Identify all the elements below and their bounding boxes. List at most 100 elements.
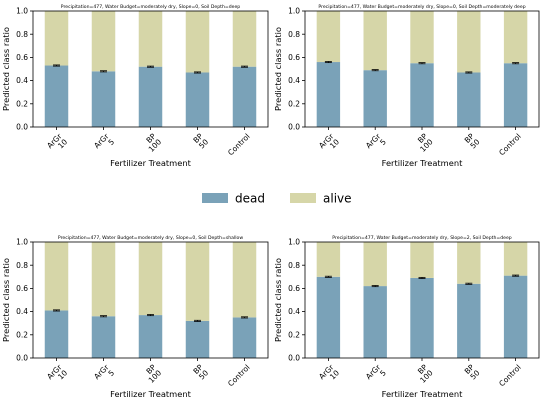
legend: dead alive: [202, 192, 352, 206]
chart-panel: Precipitation=477, Water Budget=moderate…: [273, 4, 540, 168]
x-tick-label: ArGr10: [317, 362, 342, 387]
bar-dead: [91, 316, 116, 358]
chart-panels: Precipitation=477, Water Budget=moderate…: [1, 4, 540, 399]
y-tick-label: 0.8: [288, 30, 300, 39]
bar-alive: [363, 11, 387, 71]
bar-dead: [44, 65, 69, 127]
bar-dead: [363, 70, 387, 127]
axes-frame: [304, 10, 540, 128]
bar-alive: [138, 11, 163, 67]
bar-dead: [138, 315, 163, 358]
bar-alive: [232, 11, 257, 67]
y-tick-label: 0.4: [288, 307, 300, 316]
bar-alive: [457, 11, 481, 73]
y-axis-label: Predicted class ratio: [273, 27, 283, 111]
y-tick-label: 0.6: [16, 284, 28, 293]
x-tick-label: BP100: [413, 362, 435, 384]
x-axis-label: Fertilizer Treatment: [382, 389, 463, 399]
legend-label-alive: alive: [323, 192, 352, 206]
x-tick-label-line: 5: [378, 368, 388, 378]
x-tick-label: Control: [226, 363, 252, 389]
x-axis-label: Fertilizer Treatment: [110, 389, 191, 399]
y-tick-label: 0.2: [288, 99, 300, 108]
bar-dead: [185, 320, 210, 358]
bar-alive: [91, 242, 116, 317]
axes-frame: [304, 241, 540, 359]
x-tick-label-line: Control: [497, 363, 523, 389]
bar-dead: [457, 72, 481, 127]
bar-dead: [91, 71, 116, 127]
bar-dead: [232, 66, 257, 127]
y-tick-label: 1.0: [16, 7, 28, 16]
bar-dead: [503, 275, 528, 358]
x-tick-label: BP50: [463, 362, 482, 381]
y-tick-label: 0.6: [16, 53, 28, 62]
chart-title: Precipitation=477, Water Budget=moderate…: [332, 235, 512, 241]
chart-panel: Precipitation=477, Water Budget=moderate…: [1, 235, 269, 399]
bar-alive: [410, 242, 434, 278]
y-axis-label: Predicted class ratio: [1, 27, 11, 111]
bar-alive: [138, 242, 163, 316]
x-tick-label: BP50: [191, 362, 210, 381]
legend-swatch-alive: [290, 193, 316, 203]
y-tick-label: 0.0: [288, 354, 300, 363]
y-tick-label: 0.8: [288, 261, 300, 270]
y-tick-label: 0.0: [16, 354, 28, 363]
x-axis-label: Fertilizer Treatment: [110, 158, 191, 168]
x-tick-label-line: 5: [106, 368, 116, 378]
y-tick-label: 1.0: [16, 238, 28, 247]
bar-alive: [363, 242, 387, 287]
bar-alive: [503, 242, 528, 276]
x-tick-label-line: 5: [378, 137, 388, 147]
chart-panel: Precipitation=477, Water Budget=moderate…: [1, 4, 269, 168]
y-tick-label: 0.2: [288, 330, 300, 339]
x-tick-label: ArGr10: [45, 131, 70, 156]
bar-alive: [457, 242, 481, 284]
bar-dead: [316, 62, 341, 127]
chart-title: Precipitation=477, Water Budget=moderate…: [58, 235, 243, 241]
bar-alive: [44, 242, 69, 311]
y-tick-label: 0.4: [16, 76, 28, 85]
y-tick-label: 0.0: [16, 123, 28, 132]
bar-dead: [44, 310, 69, 358]
bar-alive: [316, 11, 341, 63]
bar-dead: [138, 66, 163, 127]
bar-dead: [363, 286, 387, 358]
bar-dead: [503, 63, 528, 127]
x-tick-label: ArGr5: [364, 362, 389, 387]
bar-alive: [410, 11, 434, 64]
x-tick-label-line: 5: [106, 137, 116, 147]
bar-alive: [232, 242, 257, 318]
x-tick-label: BP100: [141, 131, 163, 153]
y-tick-label: 0.2: [16, 330, 28, 339]
x-tick-label-line: Control: [226, 132, 252, 158]
bar-dead: [232, 317, 257, 358]
y-axis-label: Predicted class ratio: [1, 258, 11, 342]
chart-title: Precipitation=477, Water Budget=moderate…: [61, 4, 241, 10]
chart-title: Precipitation=477, Water Budget=moderate…: [318, 4, 525, 10]
bar-dead: [410, 277, 434, 358]
y-tick-label: 0.8: [16, 30, 28, 39]
x-tick-label: ArGr10: [317, 131, 342, 156]
x-tick-label: BP100: [141, 362, 163, 384]
bar-alive: [185, 242, 210, 321]
x-axis-label: Fertilizer Treatment: [382, 158, 463, 168]
legend-swatch-dead: [202, 193, 228, 203]
bar-dead: [316, 276, 341, 358]
bar-dead: [410, 63, 434, 127]
x-tick-label: ArGr5: [364, 131, 389, 156]
y-tick-label: 1.0: [288, 7, 300, 16]
legend-label-dead: dead: [235, 192, 265, 206]
x-tick-label: Control: [497, 132, 523, 158]
bar-alive: [503, 11, 528, 64]
bar-alive: [185, 11, 210, 73]
y-axis-label: Predicted class ratio: [273, 258, 283, 342]
x-tick-label: Control: [497, 363, 523, 389]
axes-frame: [32, 10, 269, 128]
y-tick-label: 0.6: [288, 284, 300, 293]
y-tick-label: 0.4: [288, 76, 300, 85]
x-tick-label: BP50: [191, 131, 210, 150]
x-tick-label: Control: [226, 132, 252, 158]
x-tick-label: BP50: [463, 131, 482, 150]
